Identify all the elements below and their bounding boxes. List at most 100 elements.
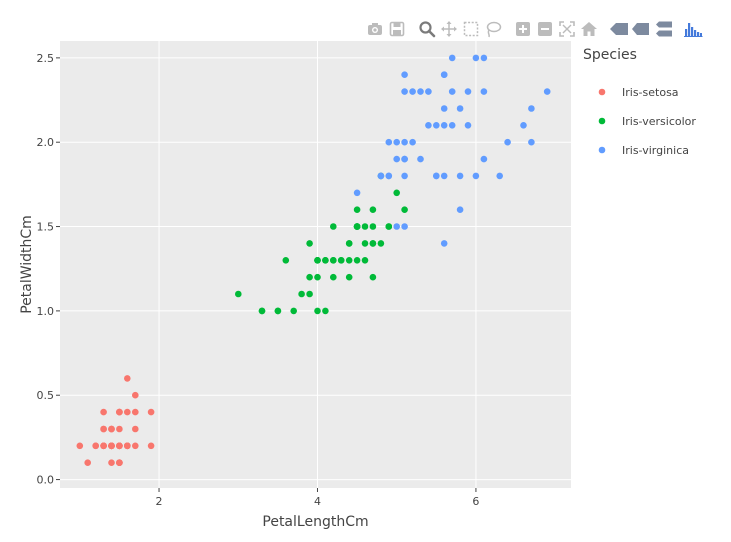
data-point[interactable] (92, 442, 99, 450)
data-point[interactable] (108, 459, 115, 467)
data-point[interactable] (369, 240, 377, 247)
hover-closest-button[interactable] (630, 18, 652, 40)
data-point[interactable] (345, 257, 353, 264)
data-point[interactable] (322, 307, 329, 315)
save-button[interactable] (386, 18, 408, 40)
data-point[interactable] (409, 138, 416, 146)
data-point[interactable] (330, 223, 337, 230)
data-point[interactable] (401, 223, 408, 230)
data-point[interactable] (448, 54, 456, 62)
data-point[interactable] (353, 189, 361, 197)
data-point[interactable] (393, 138, 401, 146)
plot-background[interactable] (60, 41, 571, 488)
data-point[interactable] (298, 290, 305, 298)
data-point[interactable] (147, 408, 155, 416)
data-point[interactable] (480, 88, 488, 95)
data-point[interactable] (132, 391, 139, 399)
data-point[interactable] (425, 122, 432, 129)
plotly-logo-button[interactable] (682, 18, 704, 40)
data-point[interactable] (401, 138, 408, 146)
zoom-out-button[interactable] (534, 18, 556, 40)
data-point[interactable] (393, 155, 401, 163)
data-point[interactable] (84, 459, 91, 467)
data-point[interactable] (132, 408, 139, 416)
data-point[interactable] (425, 88, 432, 95)
data-point[interactable] (401, 71, 408, 78)
data-point[interactable] (282, 257, 290, 264)
data-point[interactable] (385, 138, 393, 146)
data-point[interactable] (543, 88, 551, 95)
data-point[interactable] (361, 240, 369, 247)
data-point[interactable] (472, 172, 480, 180)
data-point[interactable] (448, 88, 456, 95)
data-point[interactable] (417, 88, 424, 95)
data-point[interactable] (504, 138, 511, 146)
data-point[interactable] (314, 307, 321, 315)
data-point[interactable] (353, 206, 361, 213)
data-point[interactable] (361, 223, 369, 230)
data-point[interactable] (108, 442, 115, 450)
data-point[interactable] (456, 206, 464, 213)
data-point[interactable] (330, 257, 337, 264)
data-point[interactable] (480, 155, 488, 163)
data-point[interactable] (417, 155, 424, 163)
data-point[interactable] (433, 172, 440, 180)
zoom-button[interactable] (416, 18, 438, 40)
legend-item[interactable]: Iris-virginica (598, 144, 689, 157)
data-point[interactable] (361, 257, 369, 264)
data-point[interactable] (377, 172, 385, 180)
data-point[interactable] (440, 71, 448, 78)
data-point[interactable] (345, 273, 353, 281)
data-point[interactable] (385, 172, 393, 180)
data-point[interactable] (401, 206, 408, 213)
data-point[interactable] (440, 105, 448, 112)
data-point[interactable] (235, 290, 242, 298)
camera-button[interactable] (364, 18, 386, 40)
data-point[interactable] (448, 122, 456, 129)
data-point[interactable] (100, 425, 107, 433)
data-point[interactable] (306, 240, 313, 247)
data-point[interactable] (369, 206, 377, 213)
data-point[interactable] (314, 273, 321, 281)
data-point[interactable] (100, 442, 107, 450)
data-point[interactable] (369, 273, 377, 281)
data-point[interactable] (132, 425, 139, 433)
data-point[interactable] (385, 223, 393, 230)
data-point[interactable] (401, 88, 408, 95)
data-point[interactable] (124, 408, 131, 416)
data-point[interactable] (116, 459, 123, 467)
data-point[interactable] (440, 122, 448, 129)
data-point[interactable] (528, 138, 535, 146)
data-point[interactable] (147, 442, 155, 450)
data-point[interactable] (322, 257, 329, 264)
data-point[interactable] (124, 442, 131, 450)
data-point[interactable] (464, 122, 472, 129)
data-point[interactable] (440, 172, 448, 180)
data-point[interactable] (345, 240, 353, 247)
data-point[interactable] (274, 307, 282, 315)
data-point[interactable] (116, 442, 123, 450)
data-point[interactable] (306, 290, 313, 298)
data-point[interactable] (353, 257, 361, 264)
data-point[interactable] (433, 122, 440, 129)
spike-lines-button[interactable] (608, 18, 630, 40)
data-point[interactable] (306, 273, 313, 281)
box-select-button[interactable] (460, 18, 482, 40)
data-point[interactable] (520, 122, 527, 129)
data-point[interactable] (116, 425, 123, 433)
data-point[interactable] (377, 240, 385, 247)
home-button[interactable] (578, 18, 600, 40)
data-point[interactable] (337, 257, 345, 264)
data-point[interactable] (496, 172, 504, 180)
data-point[interactable] (290, 307, 298, 315)
data-point[interactable] (401, 172, 408, 180)
hover-compare-button[interactable] (652, 18, 674, 40)
data-point[interactable] (100, 408, 107, 416)
legend-item[interactable]: Iris-versicolor (598, 115, 697, 128)
data-point[interactable] (480, 54, 488, 62)
data-point[interactable] (369, 223, 377, 230)
data-point[interactable] (401, 155, 408, 163)
data-point[interactable] (393, 223, 401, 230)
data-point[interactable] (314, 257, 321, 264)
data-point[interactable] (456, 172, 464, 180)
